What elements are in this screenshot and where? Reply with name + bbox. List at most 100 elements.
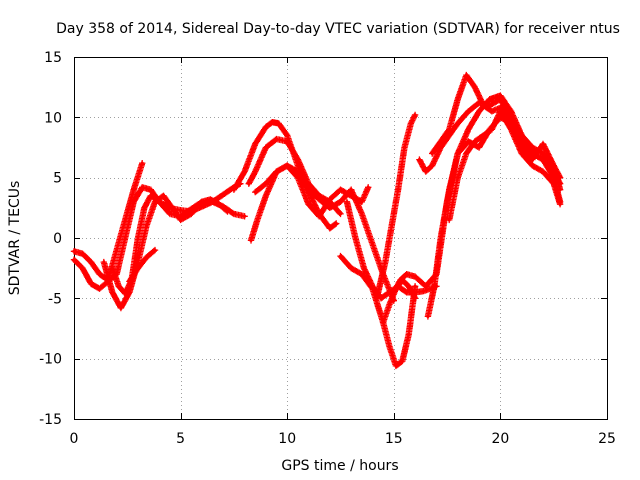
data-point: [136, 266, 140, 270]
data-point: [552, 164, 556, 168]
data-point: [338, 254, 343, 258]
data-point: [353, 236, 358, 240]
data-point: [328, 197, 332, 201]
data-point: [360, 212, 364, 216]
data-point: [413, 284, 417, 288]
data-point: [379, 296, 383, 300]
data-point: [447, 218, 451, 222]
y-tick-label: 15: [44, 50, 62, 66]
data-point: [432, 284, 436, 288]
data-point: [473, 85, 477, 89]
data-point: [253, 142, 257, 146]
data-point: [296, 176, 300, 180]
data-point: [168, 212, 172, 216]
data-point: [317, 214, 321, 218]
data-point: [490, 109, 494, 113]
data-point: [541, 170, 545, 174]
data-point: [447, 188, 451, 192]
data-point: [392, 290, 396, 294]
y-tick-label: 5: [53, 171, 62, 187]
data-point: [439, 236, 443, 240]
data-point: [541, 142, 545, 146]
data-point: [285, 164, 289, 168]
data-point: [413, 296, 417, 300]
data-point: [140, 161, 144, 165]
data-point: [541, 157, 545, 162]
data-point: [558, 188, 562, 192]
data-point: [466, 127, 471, 131]
data-point: [456, 151, 460, 156]
data-point: [317, 194, 321, 198]
data-point: [161, 194, 166, 198]
data-point: [80, 252, 85, 256]
data-point: [132, 188, 136, 192]
data-point: [334, 221, 338, 226]
data-point: [328, 226, 332, 230]
data-point: [264, 125, 268, 129]
data-point: [306, 182, 311, 186]
data-point: [407, 284, 411, 288]
data-point: [123, 218, 127, 222]
data-point: [498, 97, 502, 101]
data-point: [142, 206, 146, 210]
data-point: [296, 170, 300, 174]
y-tick-label: -15: [39, 412, 62, 428]
data-point: [110, 266, 114, 270]
data-point: [338, 188, 343, 192]
data-point: [102, 260, 106, 264]
data-point: [247, 182, 251, 186]
data-point: [541, 151, 545, 156]
data-point: [179, 208, 183, 212]
data-point: [413, 275, 417, 279]
data-point: [481, 133, 485, 138]
data-point: [255, 218, 259, 222]
data-point: [394, 364, 398, 368]
data-point: [387, 290, 392, 294]
data-point: [200, 200, 204, 204]
data-point: [277, 121, 281, 125]
chart-title: Day 358 of 2014, Sidereal Day-to-day VTE…: [56, 21, 620, 37]
data-point: [398, 278, 402, 282]
data-point: [127, 279, 132, 284]
data-point: [488, 97, 492, 101]
data-point: [119, 306, 123, 310]
data-point: [179, 218, 183, 222]
data-point: [242, 214, 247, 218]
data-point: [498, 94, 502, 98]
data-point: [488, 103, 492, 107]
data-point: [558, 202, 562, 206]
data-point: [456, 97, 460, 101]
data-point: [306, 190, 311, 194]
data-point: [253, 190, 257, 194]
data-point: [466, 109, 471, 113]
data-point: [97, 272, 102, 276]
data-point: [144, 224, 149, 228]
data-point: [72, 258, 76, 262]
data-point: [530, 157, 534, 162]
data-point: [110, 290, 114, 294]
data-point: [509, 127, 513, 131]
data-point: [149, 188, 153, 192]
data-point: [424, 170, 428, 174]
data-point: [144, 255, 149, 259]
data-point: [370, 284, 375, 288]
series-sat-l: [373, 111, 419, 302]
data-point: [97, 287, 102, 291]
data-point: [520, 133, 524, 138]
data-point: [520, 151, 524, 156]
series-sat-i: [252, 162, 372, 220]
data-point: [447, 133, 451, 138]
data-point: [72, 249, 76, 253]
data-point: [400, 359, 404, 363]
data-point: [328, 206, 332, 210]
data-point: [264, 182, 268, 186]
data-point: [249, 238, 253, 243]
data-point: [381, 320, 385, 325]
data-point: [338, 200, 343, 204]
data-point: [136, 236, 140, 240]
data-point: [296, 157, 300, 162]
data-point: [264, 194, 268, 198]
data-point: [530, 145, 534, 150]
data-point: [270, 120, 274, 124]
y-tick-label: -5: [48, 291, 62, 307]
